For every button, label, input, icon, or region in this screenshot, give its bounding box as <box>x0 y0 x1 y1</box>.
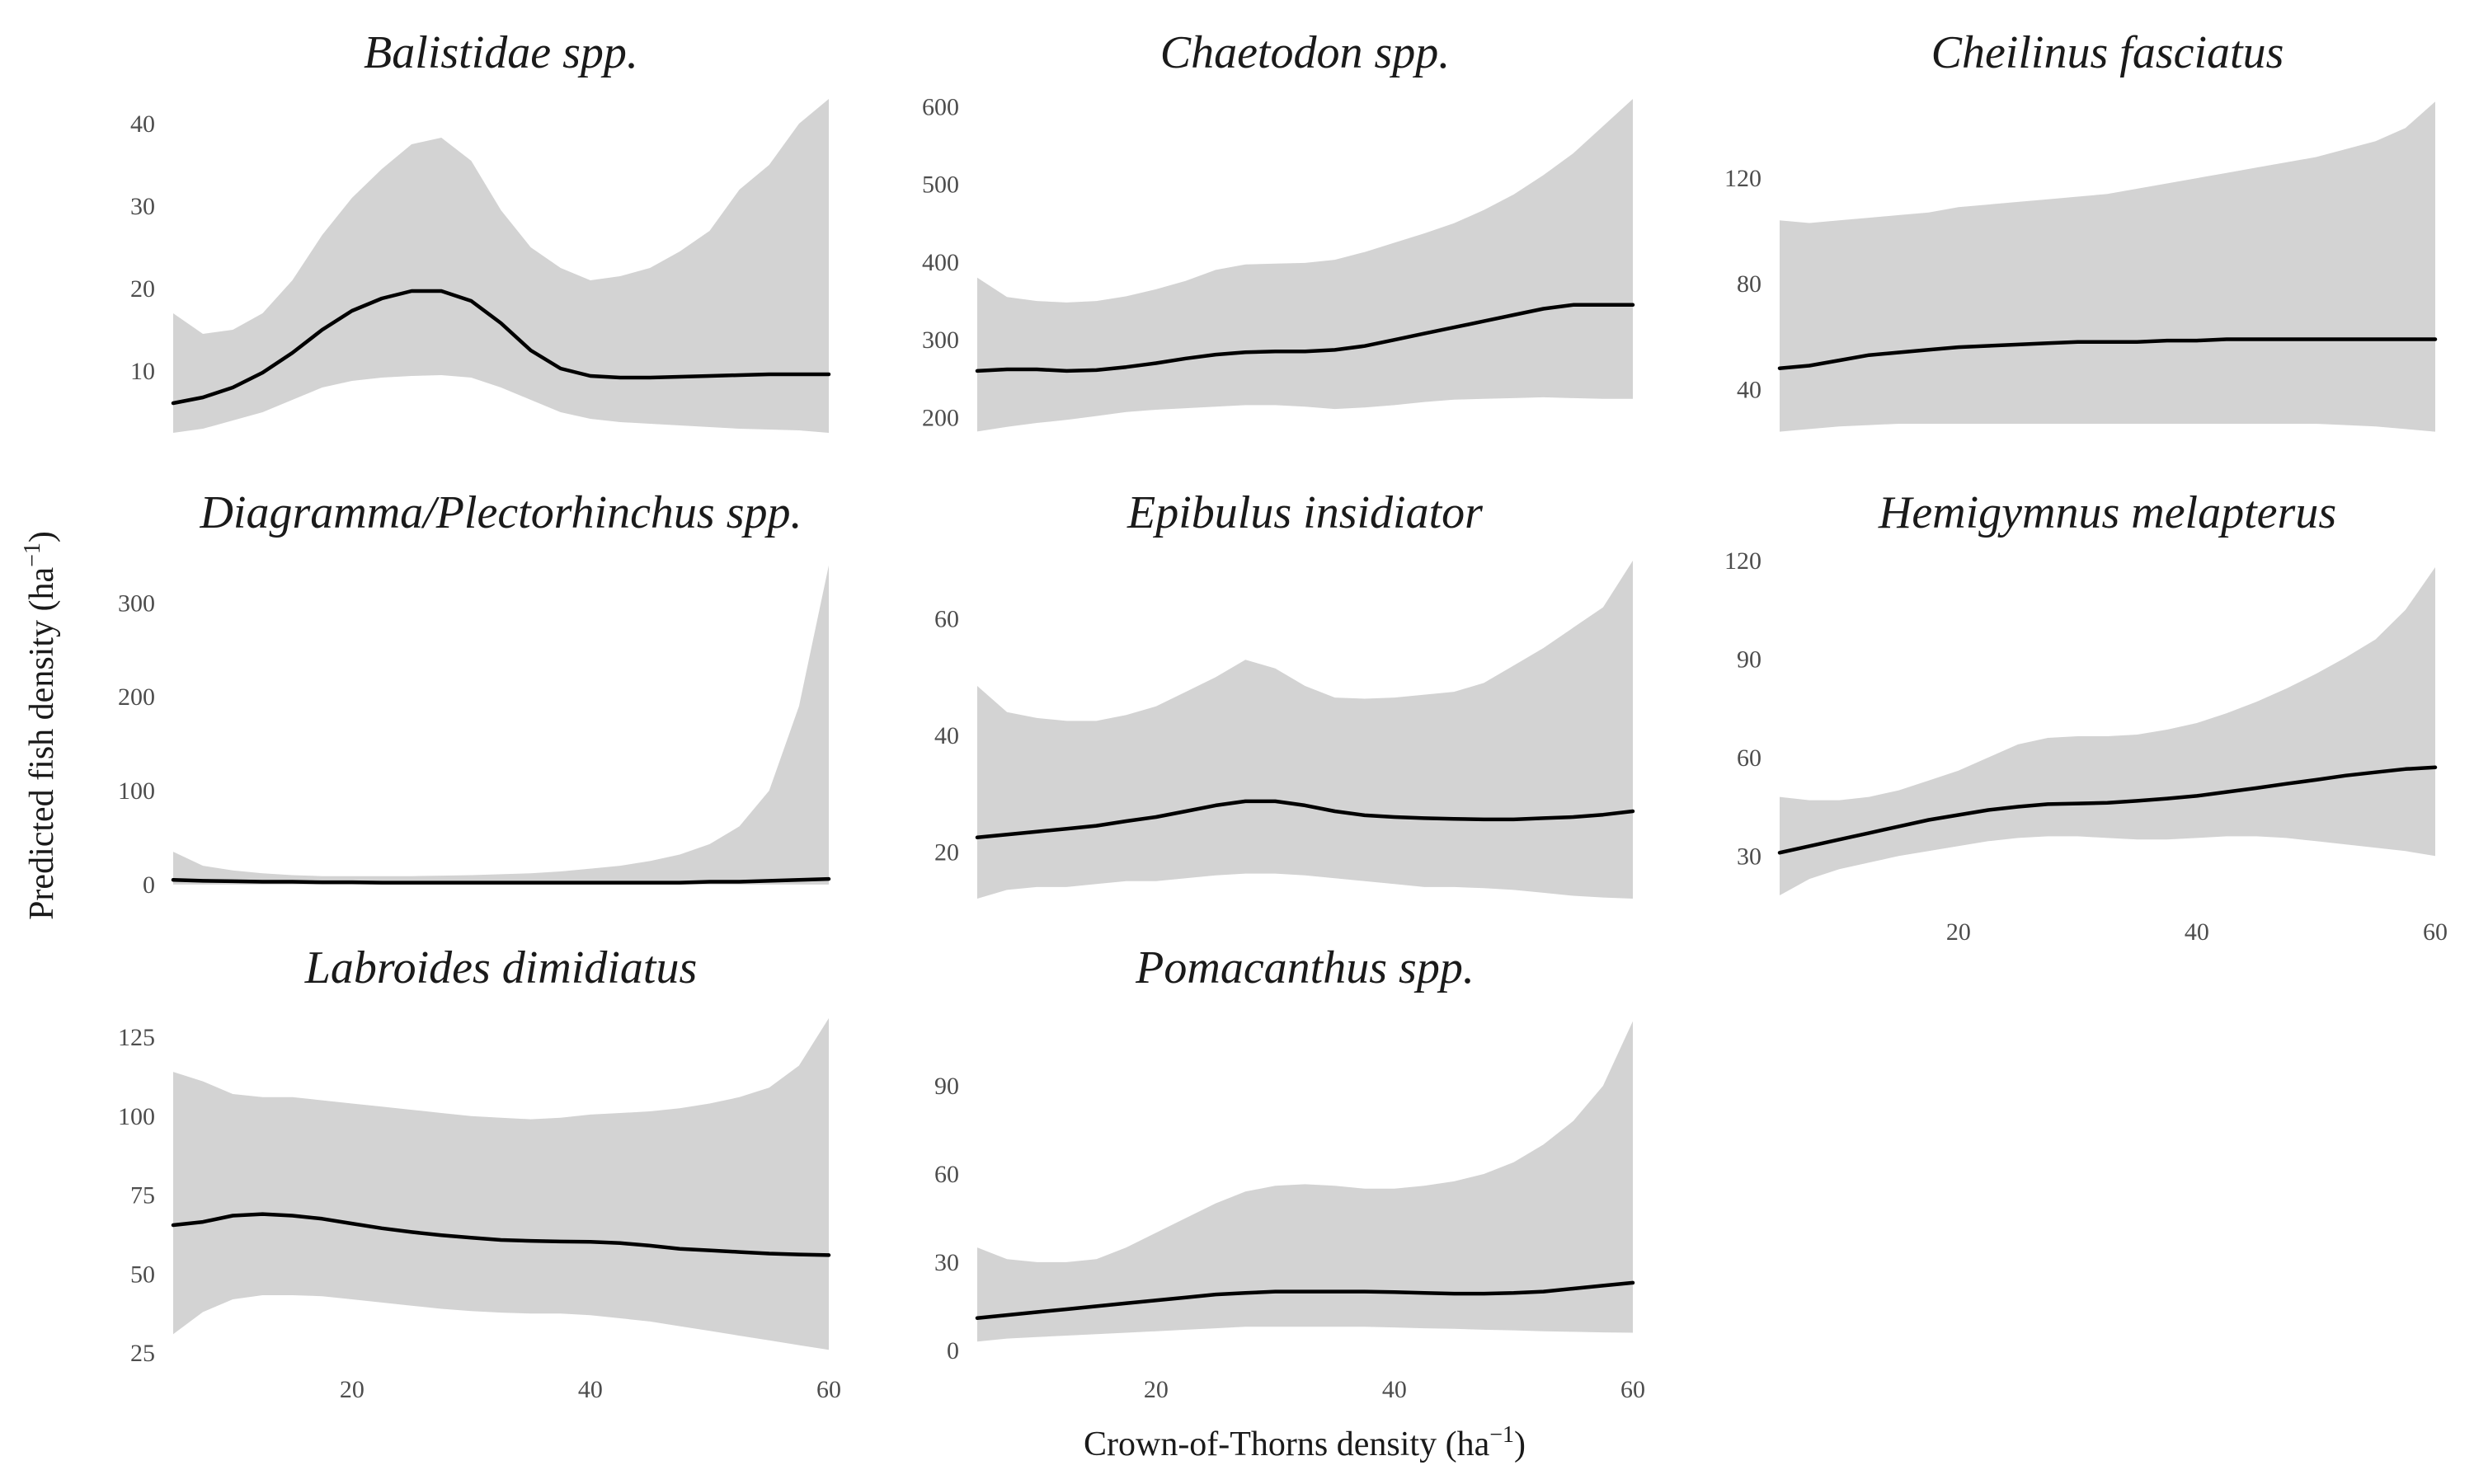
panel-title: Pomacanthus spp. <box>1135 942 1475 993</box>
y-tick-label: 200 <box>922 404 959 431</box>
panel-balistidae-spp: Balistidae spp. 10 20 30 40 <box>130 27 831 433</box>
y-tick-label: 60 <box>1737 744 1761 772</box>
panel-hemigymnus-melapterus: Hemigymnus melapterus 30 60 90 120 20 40 60 <box>1724 487 2448 946</box>
y-tick-label: 500 <box>922 171 959 199</box>
y-tick-label: 60 <box>934 1161 959 1188</box>
y-tick-label: 80 <box>1737 270 1761 298</box>
y-tick-label: 0 <box>143 871 155 899</box>
confidence-ribbon <box>1780 101 2435 432</box>
y-tick-label: 50 <box>130 1261 155 1288</box>
y-tick-label: 100 <box>118 777 155 805</box>
fit-line <box>1777 337 2438 370</box>
panel-title: Balistidae spp. <box>364 27 638 78</box>
x-tick-label: 40 <box>578 1376 603 1403</box>
panel-title: Diagramma/Plectorhinchus spp. <box>199 487 802 538</box>
panel-title: Cheilinus fasciatus <box>1931 27 2284 78</box>
panel-chaetodon-spp: Chaetodon spp. 200 300 400 500 600 <box>922 27 1635 432</box>
fit-line <box>1777 765 2438 855</box>
panel-title: Chaetodon spp. <box>1160 27 1451 78</box>
y-tick-label: 125 <box>118 1024 155 1051</box>
panel-title: Epibulus insidiator <box>1126 487 1483 538</box>
y-tick-label: 25 <box>130 1340 155 1367</box>
x-tick-label: 60 <box>1620 1376 1645 1403</box>
y-axis-title: Predicted fish density (ha−1) <box>20 531 61 920</box>
panel-cheilinus-fasciatus: Cheilinus fasciatus 40 80 120 <box>1724 27 2438 432</box>
panel-diagramma-plectorhinchus-spp: Diagramma/Plectorhinchus spp. 0 100 200 300 <box>118 487 831 899</box>
y-tick-label: 300 <box>922 326 959 354</box>
confidence-ribbon <box>173 99 829 433</box>
y-tick-label: 120 <box>1724 547 1761 575</box>
y-tick-label: 30 <box>934 1249 959 1276</box>
x-tick-label: 40 <box>1382 1376 1407 1403</box>
y-tick-label: 20 <box>130 275 155 303</box>
x-axis-title: Crown-of-Thorns density (ha−1) <box>1084 1422 1526 1463</box>
x-tick-label: 60 <box>816 1376 841 1403</box>
panel-pomacanthus-spp: Pomacanthus spp. 0 30 60 90 20 40 60 <box>934 942 1645 1403</box>
confidence-ribbon <box>1780 567 2435 895</box>
panel-title: Labroides dimidiatus <box>304 942 698 993</box>
fit-line <box>171 289 831 406</box>
y-tick-label: 40 <box>934 722 959 749</box>
y-tick-label: 40 <box>1737 376 1761 403</box>
y-tick-label: 0 <box>947 1337 959 1364</box>
y-tick-label: 30 <box>1737 843 1761 870</box>
y-tick-label: 400 <box>922 249 959 276</box>
fit-line <box>975 303 1635 373</box>
y-tick-label: 100 <box>118 1103 155 1130</box>
fit-line <box>975 1280 1635 1320</box>
x-tick-label: 60 <box>2423 918 2448 946</box>
y-tick-label: 90 <box>1737 646 1761 673</box>
panel-epibulus-insidiator: Epibulus insidiator 20 40 60 <box>934 487 1635 899</box>
confidence-ribbon <box>977 1021 1633 1342</box>
panel-title: Hemigymnus melapterus <box>1878 487 2336 538</box>
fit-line <box>171 876 831 885</box>
fit-line <box>171 1212 831 1257</box>
y-tick-label: 300 <box>118 589 155 617</box>
y-tick-label: 600 <box>922 93 959 120</box>
y-tick-label: 200 <box>118 683 155 711</box>
x-tick-label: 20 <box>1946 918 1971 946</box>
y-tick-label: 30 <box>130 193 155 220</box>
y-tick-label: 120 <box>1724 165 1761 192</box>
x-tick-label: 20 <box>1144 1376 1169 1403</box>
confidence-ribbon <box>977 561 1633 899</box>
y-tick-label: 75 <box>130 1182 155 1209</box>
y-tick-label: 60 <box>934 606 959 633</box>
confidence-ribbon <box>173 565 829 885</box>
x-tick-label: 20 <box>340 1376 365 1403</box>
panel-labroides-dimidiatus: Labroides dimidiatus 25 50 75 100 125 20 40 60 <box>118 942 841 1403</box>
confidence-ribbon <box>173 1018 829 1350</box>
x-tick-label: 40 <box>2185 918 2209 946</box>
fit-line <box>975 799 1635 840</box>
y-tick-label: 90 <box>934 1073 959 1100</box>
confidence-ribbon <box>977 99 1633 432</box>
y-tick-label: 20 <box>934 838 959 866</box>
y-tick-label: 40 <box>130 110 155 138</box>
y-tick-label: 10 <box>130 358 155 385</box>
